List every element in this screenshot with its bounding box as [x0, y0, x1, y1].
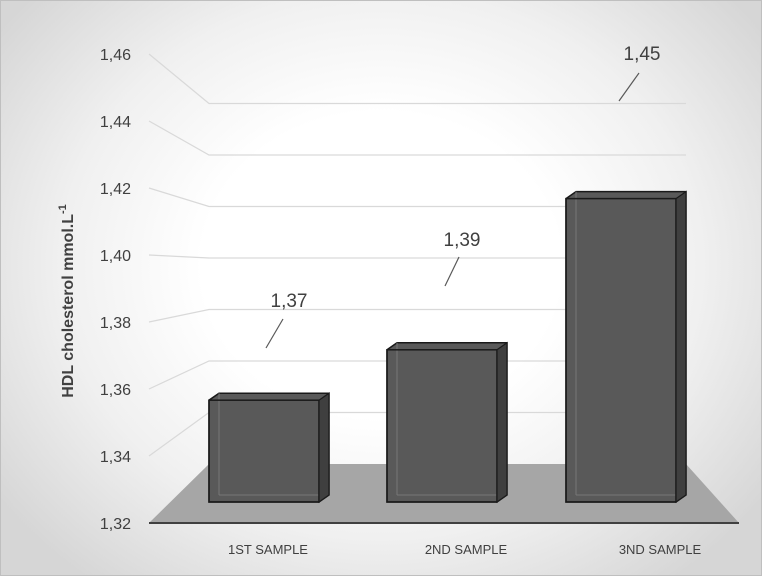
gridline: [148, 53, 686, 105]
data-label-leader: [444, 256, 460, 287]
bar: [565, 190, 687, 504]
gridline: [148, 308, 686, 323]
x-category-label: 1ST SAMPLE: [228, 542, 308, 557]
x-axis-categories: 1ST SAMPLE 2ND SAMPLE 3ND SAMPLE: [228, 542, 701, 557]
y-tick-label: 1,42: [100, 181, 131, 198]
y-tick-label: 1,34: [100, 449, 131, 466]
data-label-leader: [265, 318, 284, 349]
gridline: [148, 254, 686, 259]
data-label: 1,39: [444, 230, 481, 251]
bar: [386, 341, 508, 504]
data-labels: 1,37 1,39 1,45: [265, 44, 661, 349]
gridlines: [148, 53, 686, 457]
y-tick-label: 1,40: [100, 248, 131, 265]
y-tick-label: 1,46: [100, 47, 131, 64]
x-category-label: 3ND SAMPLE: [619, 542, 702, 557]
y-tick-label: 1,36: [100, 382, 131, 399]
gridline: [148, 360, 686, 390]
y-axis-ticks: 1,32 1,34 1,36 1,38 1,40 1,42 1,44 1,46: [100, 47, 131, 533]
y-tick-label: 1,32: [100, 516, 131, 533]
gridline: [148, 120, 686, 156]
data-label-leader: [618, 72, 640, 102]
data-label: 1,45: [624, 44, 661, 65]
y-axis-title: HDL cholesterol mmol.L-1: [57, 204, 77, 398]
data-label: 1,37: [271, 291, 308, 312]
x-category-label: 2ND SAMPLE: [425, 542, 508, 557]
gridline: [148, 187, 686, 208]
bar: [208, 392, 330, 504]
bar-series: [208, 190, 687, 504]
y-tick-label: 1,44: [100, 114, 131, 131]
y-tick-label: 1,38: [100, 315, 131, 332]
